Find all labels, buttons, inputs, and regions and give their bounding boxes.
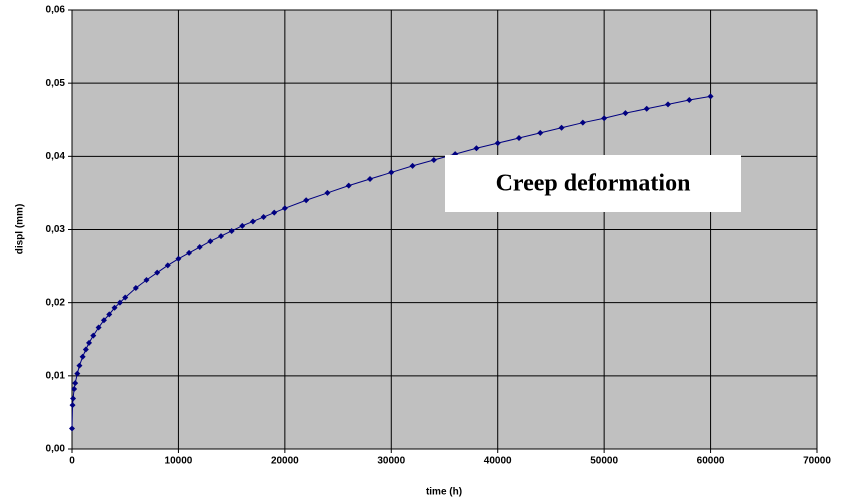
marker xyxy=(106,311,113,318)
marker xyxy=(367,176,373,183)
series-line xyxy=(71,95,711,429)
marker xyxy=(494,140,501,147)
y-tick-label: 0,03 xyxy=(46,224,66,235)
x-tick-label: 70000 xyxy=(803,456,831,467)
marker xyxy=(74,370,81,377)
marker xyxy=(388,169,395,176)
marker xyxy=(164,262,171,269)
x-tick-label: 50000 xyxy=(590,456,618,467)
marker xyxy=(579,119,586,126)
marker xyxy=(186,249,193,256)
x-tick-label: 20000 xyxy=(271,456,299,467)
marker xyxy=(643,105,650,112)
marker xyxy=(69,425,75,432)
marker xyxy=(473,145,480,152)
marker xyxy=(345,182,352,189)
marker xyxy=(281,205,288,212)
marker xyxy=(72,380,79,387)
annotation-box xyxy=(445,155,741,212)
y-axis-label: displ (mm) xyxy=(15,204,26,255)
marker xyxy=(324,189,331,196)
marker xyxy=(665,101,671,108)
marker xyxy=(86,339,93,346)
marker xyxy=(303,197,310,204)
y-tick-label: 0,00 xyxy=(46,444,66,455)
x-tick-label: 10000 xyxy=(165,456,193,467)
y-tick-label: 0,01 xyxy=(46,370,66,381)
marker xyxy=(207,238,214,245)
marker xyxy=(79,353,86,360)
marker xyxy=(228,227,235,234)
series xyxy=(69,93,714,432)
x-tick-label: 40000 xyxy=(484,456,512,467)
marker xyxy=(707,93,714,100)
marker xyxy=(622,110,629,117)
marker xyxy=(111,304,118,311)
x-axis-label: time (h) xyxy=(426,487,462,498)
marker xyxy=(218,233,224,240)
marker xyxy=(90,332,97,339)
marker xyxy=(132,285,139,292)
marker xyxy=(601,115,608,122)
y-tick-label: 0,02 xyxy=(46,297,66,308)
marker xyxy=(95,324,102,331)
marker xyxy=(409,162,416,169)
marker xyxy=(122,294,129,301)
y-tick-label: 0,06 xyxy=(46,5,66,16)
marker xyxy=(71,386,78,393)
grid xyxy=(68,9,818,453)
marker xyxy=(196,244,203,251)
x-tick-label: 0 xyxy=(69,456,75,467)
marker xyxy=(82,346,89,353)
annotation: Creep deformation xyxy=(496,171,691,197)
marker xyxy=(239,222,246,229)
x-tick-label: 30000 xyxy=(377,456,405,467)
marker xyxy=(516,135,522,142)
marker xyxy=(69,402,76,409)
x-tick-label: 60000 xyxy=(697,456,725,467)
y-tick-label: 0,05 xyxy=(46,78,66,89)
marker xyxy=(271,209,278,216)
marker xyxy=(70,395,77,402)
marker xyxy=(537,129,544,136)
y-tick-label: 0,04 xyxy=(46,151,66,162)
marker xyxy=(76,362,83,369)
marker xyxy=(430,156,437,163)
marker xyxy=(143,276,150,283)
marker xyxy=(154,269,161,276)
marker xyxy=(249,218,256,225)
marker xyxy=(175,255,182,262)
marker xyxy=(116,299,123,306)
marker xyxy=(260,214,267,221)
marker xyxy=(558,124,565,131)
labels: 0,00 0,01 0,02 0,03 0,04 0,05 0,06 0 10000 20000 3… xyxy=(46,5,832,467)
marker xyxy=(100,317,107,324)
marker xyxy=(686,96,693,103)
